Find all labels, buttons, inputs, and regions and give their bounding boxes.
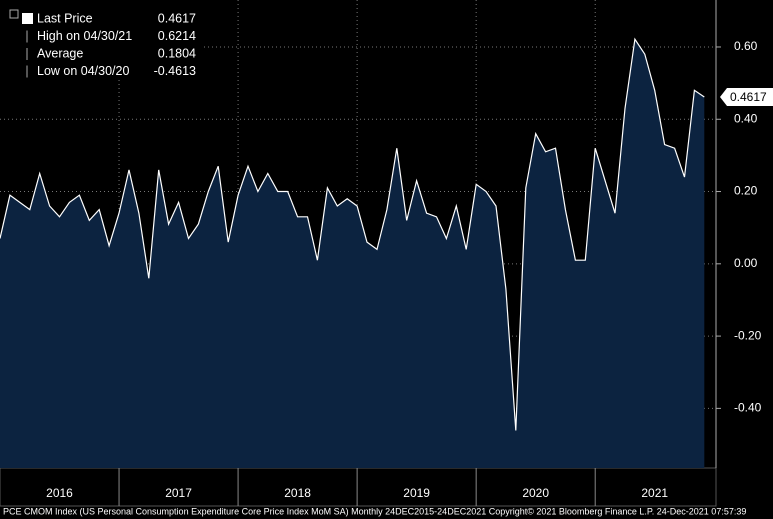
legend-value: 0.1804 xyxy=(158,46,196,60)
last-price-label: 0.4617 xyxy=(730,90,767,104)
line xyxy=(0,37,705,431)
y-tick-label: -0.20 xyxy=(734,328,762,342)
x-tick-label: 2019 xyxy=(403,486,430,500)
x-tick-label: 2020 xyxy=(522,486,549,500)
legend-name: High on 04/30/21 xyxy=(37,29,132,43)
legend-name: Average xyxy=(37,46,83,60)
legend-value: -0.4613 xyxy=(154,64,196,78)
footer: PCE CMOM Index (US Personal Consumption … xyxy=(3,506,746,516)
x-axis-band xyxy=(0,467,717,507)
x-tick-label: 2018 xyxy=(284,486,311,500)
legend-value: 0.6214 xyxy=(158,29,196,43)
legend-swatch xyxy=(22,13,33,24)
x-tick-label: 2016 xyxy=(46,486,73,500)
last-price-box xyxy=(720,87,773,106)
legend-name: Low on 04/30/20 xyxy=(37,64,129,78)
y-tick-label: 0.00 xyxy=(734,256,758,270)
legend-bg xyxy=(0,0,202,78)
x-tick-label: 2021 xyxy=(641,486,668,500)
legend-frame xyxy=(9,9,19,19)
legend: Last Price 0.4617 High on 04/30/21 0.6214 Av… xyxy=(0,0,202,78)
legend-name: Last Price xyxy=(37,11,93,25)
x-tick-label: 2017 xyxy=(165,486,192,500)
y-tick-label: 0.20 xyxy=(734,184,758,198)
area xyxy=(0,39,705,468)
y-tick-label: 0.60 xyxy=(734,39,758,53)
legend-value: 0.4617 xyxy=(158,11,196,25)
y-tick-label: 0.40 xyxy=(734,111,758,125)
y-tick-label: -0.40 xyxy=(734,401,762,415)
